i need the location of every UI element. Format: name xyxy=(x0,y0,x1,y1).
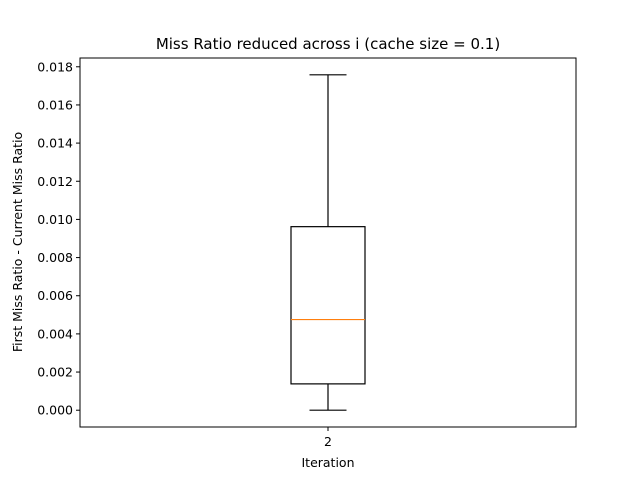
y-tick-label: 0.006 xyxy=(37,288,73,303)
y-tick-label: 0.010 xyxy=(37,212,73,227)
y-tick-label: 0.012 xyxy=(37,174,73,189)
x-axis: 2 xyxy=(324,427,332,449)
y-tick-label: 0.016 xyxy=(37,97,73,112)
iqr-box xyxy=(290,226,366,385)
y-tick-label: 0.014 xyxy=(37,136,73,151)
x-axis-label: Iteration xyxy=(301,455,354,470)
y-tick-label: 0.004 xyxy=(37,326,73,341)
chart-title: Miss Ratio reduced across i (cache size … xyxy=(156,35,500,53)
y-tick-label: 0.000 xyxy=(37,403,73,418)
x-tick-label: 2 xyxy=(324,434,332,449)
y-tick-label: 0.002 xyxy=(37,365,73,380)
y-tick-label: 0.018 xyxy=(37,59,73,74)
box-plot-series xyxy=(290,74,366,411)
y-tick-label: 0.008 xyxy=(37,250,73,265)
y-axis-label: First Miss Ratio - Current Miss Ratio xyxy=(10,132,25,352)
y-axis: 0.000 0.002 0.004 0.006 0.008 0.010 0.012 0.014… xyxy=(37,59,80,418)
